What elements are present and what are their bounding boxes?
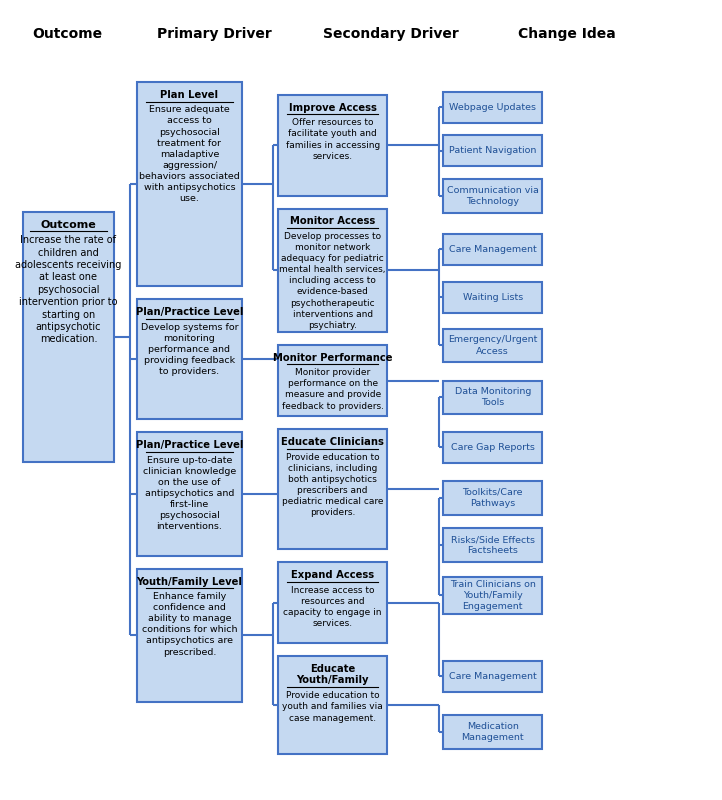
Text: Ensure adequate
access to
psychosocial
treatment for
maladaptive
aggression/
beh: Ensure adequate access to psychosocial t… (139, 106, 240, 203)
Text: Care Management: Care Management (449, 672, 536, 681)
FancyBboxPatch shape (278, 345, 387, 416)
Text: Expand Access: Expand Access (291, 570, 374, 580)
Text: Communication via
Technology: Communication via Technology (447, 186, 539, 206)
Text: Increase access to
resources and
capacity to engage in
services.: Increase access to resources and capacit… (283, 586, 382, 628)
Text: Monitor Access: Monitor Access (290, 216, 375, 226)
Text: Secondary Driver: Secondary Driver (323, 27, 458, 41)
FancyBboxPatch shape (443, 135, 542, 166)
Text: Risks/Side Effects
Factsheets: Risks/Side Effects Factsheets (451, 535, 535, 555)
Text: Data Monitoring
Tools: Data Monitoring Tools (455, 387, 531, 407)
Text: Care Management: Care Management (449, 245, 536, 254)
FancyBboxPatch shape (443, 432, 542, 463)
FancyBboxPatch shape (443, 481, 542, 515)
FancyBboxPatch shape (278, 95, 387, 195)
FancyBboxPatch shape (22, 212, 114, 462)
Text: Enhance family
confidence and
ability to manage
conditions for which
antipsychot: Enhance family confidence and ability to… (142, 592, 238, 657)
Text: Emergency/Urgent
Access: Emergency/Urgent Access (448, 335, 537, 355)
Text: Primary Driver: Primary Driver (157, 27, 272, 41)
FancyBboxPatch shape (443, 92, 542, 123)
FancyBboxPatch shape (443, 661, 542, 692)
Text: Plan/Practice Level: Plan/Practice Level (136, 307, 243, 318)
Text: Offer resources to
facilitate youth and
families in accessing
services.: Offer resources to facilitate youth and … (285, 118, 380, 161)
Text: Provide education to
clinicians, including
both antipsychotics
prescribers and
p: Provide education to clinicians, includi… (282, 453, 383, 517)
Text: Outcome: Outcome (32, 27, 102, 41)
Text: Outcome: Outcome (40, 220, 96, 230)
Text: Ensure up-to-date
clinician knowledge
on the use of
antipsychotics and
first-lin: Ensure up-to-date clinician knowledge on… (143, 456, 236, 531)
Text: Increase the rate of
children and
adolescents receiving
at least one
psychosocia: Increase the rate of children and adoles… (15, 235, 121, 344)
FancyBboxPatch shape (278, 430, 387, 550)
FancyBboxPatch shape (137, 299, 242, 419)
Text: Educate
Youth/Family: Educate Youth/Family (297, 664, 369, 685)
FancyBboxPatch shape (443, 529, 542, 562)
Text: Improve Access: Improve Access (289, 103, 377, 113)
Text: Toolkits/Care
Pathways: Toolkits/Care Pathways (463, 488, 523, 508)
FancyBboxPatch shape (443, 282, 542, 313)
Text: Educate Clinicians: Educate Clinicians (281, 437, 384, 447)
FancyBboxPatch shape (278, 562, 387, 643)
Text: Develop systems for
monitoring
performance and
providing feedback
to providers.: Develop systems for monitoring performan… (141, 322, 238, 376)
Text: Medication
Management: Medication Management (461, 722, 524, 742)
Text: Change Idea: Change Idea (518, 27, 615, 41)
FancyBboxPatch shape (443, 234, 542, 265)
FancyBboxPatch shape (278, 209, 387, 332)
Text: Youth/Family Level: Youth/Family Level (136, 577, 243, 586)
FancyBboxPatch shape (443, 577, 542, 614)
Text: Care Gap Reports: Care Gap Reports (451, 443, 534, 452)
FancyBboxPatch shape (443, 381, 542, 414)
FancyBboxPatch shape (278, 656, 387, 754)
FancyBboxPatch shape (443, 179, 542, 213)
Text: Provide education to
youth and families via
case management.: Provide education to youth and families … (282, 691, 383, 722)
Text: Develop processes to
monitor network
adequacy for pediatric
mental health servic: Develop processes to monitor network ade… (279, 232, 386, 330)
Text: Plan Level: Plan Level (160, 90, 219, 100)
Text: Patient Navigation: Patient Navigation (449, 146, 536, 155)
Text: Monitor provider
performance on the
measure and provide
feedback to providers.: Monitor provider performance on the meas… (282, 368, 383, 410)
FancyBboxPatch shape (443, 715, 542, 749)
FancyBboxPatch shape (443, 329, 542, 362)
FancyBboxPatch shape (137, 433, 242, 556)
Text: Webpage Updates: Webpage Updates (449, 103, 536, 112)
Text: Plan/Practice Level: Plan/Practice Level (136, 440, 243, 450)
FancyBboxPatch shape (137, 82, 242, 286)
Text: Waiting Lists: Waiting Lists (463, 293, 523, 302)
Text: Train Clinicians on
Youth/Family
Engagement: Train Clinicians on Youth/Family Engagem… (450, 580, 536, 611)
Text: Monitor Performance: Monitor Performance (273, 353, 392, 362)
FancyBboxPatch shape (137, 569, 242, 702)
